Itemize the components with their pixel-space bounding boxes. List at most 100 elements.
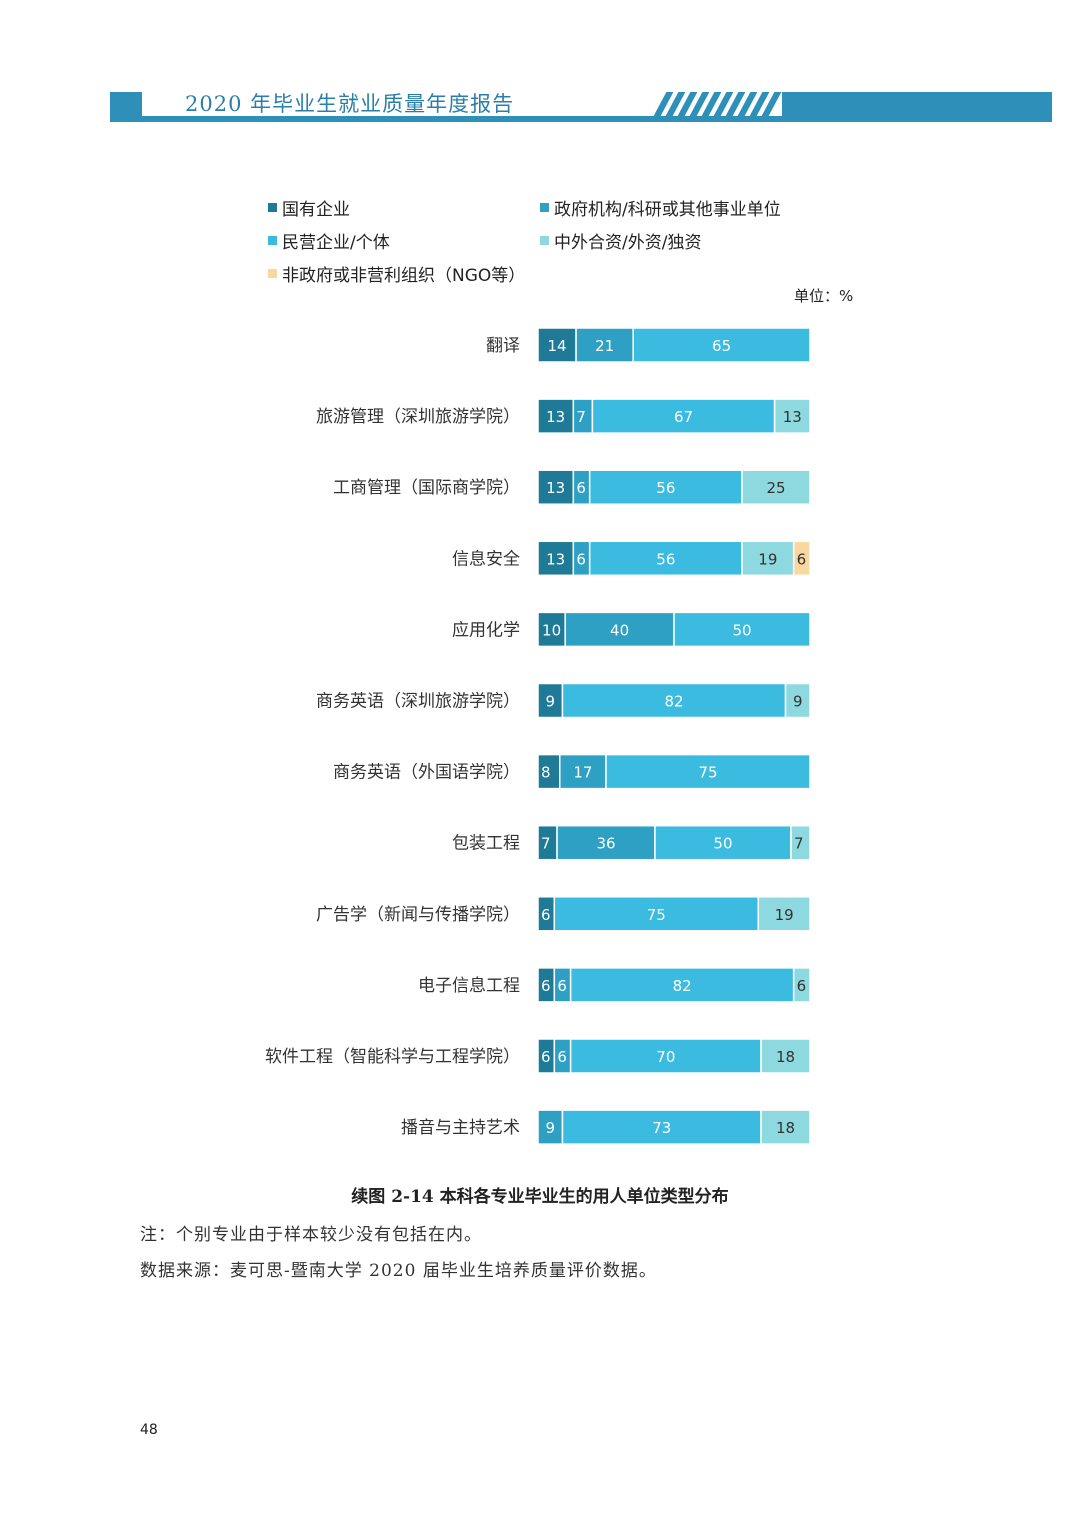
- data-label: 6: [797, 550, 807, 568]
- bar-segment: [792, 967, 811, 1003]
- category-label: 包装工程: [452, 834, 520, 854]
- bar-segment: [553, 896, 760, 932]
- bar-segment: [673, 611, 811, 648]
- data-label: 7: [541, 835, 551, 853]
- legend-swatch: [540, 203, 549, 212]
- bar-segment: [537, 398, 575, 434]
- category-label: 商务英语（外国语学院）: [333, 763, 520, 783]
- bar-row: 应用化学 10 40 50: [452, 611, 811, 648]
- data-label: 6: [576, 550, 586, 568]
- bar-segment: [588, 469, 743, 505]
- bar-row: 包装工程 7 36 50 7: [452, 824, 811, 861]
- data-label: 9: [793, 693, 803, 711]
- category-label: 应用化学: [452, 620, 520, 640]
- bar-row: 商务英语（外国语学院） 8 17 75: [333, 753, 811, 790]
- data-label: 82: [664, 693, 683, 711]
- data-label: 13: [546, 550, 565, 568]
- data-label: 9: [545, 1119, 555, 1137]
- legend-swatch: [268, 269, 277, 278]
- category-label: 工商管理（国际商学院）: [333, 478, 520, 498]
- data-label: 21: [595, 337, 614, 355]
- bar-segment: [537, 540, 575, 577]
- bar-row: 翻译 14 21 65: [486, 327, 811, 363]
- category-label: 播音与主持艺术: [401, 1118, 520, 1138]
- page-header: 2020 年毕业生就业质量年度报告: [110, 92, 1052, 122]
- data-label: 70: [656, 1048, 675, 1066]
- data-label: 75: [647, 906, 666, 924]
- legend-swatch: [268, 203, 277, 212]
- data-label: 10: [542, 621, 561, 639]
- legend-label: 国有企业: [282, 200, 350, 220]
- bar-segment: [537, 1109, 564, 1145]
- bar-row: 播音与主持艺术 9 73 18: [401, 1109, 811, 1145]
- data-label: 40: [610, 621, 629, 639]
- data-label: 7: [576, 408, 586, 426]
- data-label: 50: [713, 835, 732, 853]
- bar-segment: [564, 611, 675, 648]
- data-label: 6: [541, 906, 551, 924]
- data-label: 56: [656, 479, 675, 497]
- bar-row: 软件工程（智能科学与工程学院） 6 6 70 18: [265, 1038, 811, 1074]
- bar-segment: [760, 1038, 811, 1074]
- bar-segment: [569, 1038, 762, 1074]
- bar-segment: [757, 896, 811, 932]
- data-label: 6: [797, 977, 807, 995]
- bar-segment: [784, 682, 811, 719]
- data-label: 56: [656, 550, 675, 568]
- category-label: 软件工程（智能科学与工程学院）: [265, 1047, 520, 1067]
- category-label: 翻译: [486, 336, 520, 356]
- data-label: 67: [674, 408, 693, 426]
- bar-segment: [654, 824, 792, 861]
- data-label: 13: [783, 408, 802, 426]
- bar-segment: [605, 753, 811, 790]
- bar-segment: [792, 540, 811, 577]
- data-label: 8: [541, 764, 551, 782]
- unit-label: 单位：%: [794, 287, 854, 305]
- category-label: 电子信息工程: [418, 976, 520, 996]
- legend-item-private: 民营企业/个体: [268, 228, 390, 253]
- data-label: 18: [776, 1048, 795, 1066]
- data-label: 7: [794, 835, 804, 853]
- bar-row: 旅游管理（深圳旅游学院） 13 7 67 13: [316, 398, 811, 434]
- data-label: 73: [652, 1119, 671, 1137]
- legend-item-foreign: 中外合资/外资/独资: [540, 228, 701, 253]
- header-title: 2020 年毕业生就业质量年度报告: [185, 92, 515, 116]
- legend-item-government: 政府机构/科研或其他事业单位: [540, 195, 781, 220]
- bar-row: 工商管理（国际商学院） 13 6 56 25: [333, 469, 811, 505]
- bar-segment: [741, 540, 795, 577]
- bar-segment: [790, 824, 811, 861]
- bar-segment: [559, 753, 607, 790]
- header-rule: [110, 116, 1052, 122]
- legend-label: 政府机构/科研或其他事业单位: [554, 200, 781, 220]
- data-label: 75: [698, 764, 717, 782]
- bar-row: 广告学（新闻与传播学院） 6 75 19: [316, 896, 811, 932]
- data-label: 13: [546, 479, 565, 497]
- data-label: 6: [541, 1048, 551, 1066]
- bar-row: 商务英语（深圳旅游学院） 9 82 9: [316, 682, 811, 719]
- data-label: 6: [557, 1048, 567, 1066]
- bar-segment: [760, 1109, 811, 1145]
- header-right-block: [782, 92, 1052, 122]
- data-label: 6: [557, 977, 567, 995]
- legend-item-ngo: 非政府或非营利组织（NGO等）: [268, 261, 525, 286]
- data-label: 36: [596, 835, 615, 853]
- data-label: 9: [545, 693, 555, 711]
- data-label: 50: [732, 621, 751, 639]
- data-label: 14: [547, 337, 566, 355]
- data-label: 6: [576, 479, 586, 497]
- bar-segment: [561, 682, 787, 719]
- legend-swatch: [540, 236, 549, 245]
- legend-label: 非政府或非营利组织（NGO等）: [282, 266, 526, 286]
- data-source: 数据来源：麦可思-暨南大学 2020 届毕业生培养质量评价数据。: [140, 1261, 657, 1281]
- bar-segment: [741, 469, 811, 505]
- bar-row: 电子信息工程 6 6 82 6: [418, 967, 811, 1003]
- bar-segment: [632, 327, 811, 363]
- data-label: 18: [776, 1119, 795, 1137]
- data-label: 19: [758, 550, 777, 568]
- data-label: 82: [673, 977, 692, 995]
- category-label: 信息安全: [452, 549, 520, 569]
- data-label: 65: [712, 337, 731, 355]
- chart-caption: 续图 2-14 本科各专业毕业生的用人单位类型分布: [351, 1187, 729, 1207]
- page-number: 48: [140, 1422, 158, 1438]
